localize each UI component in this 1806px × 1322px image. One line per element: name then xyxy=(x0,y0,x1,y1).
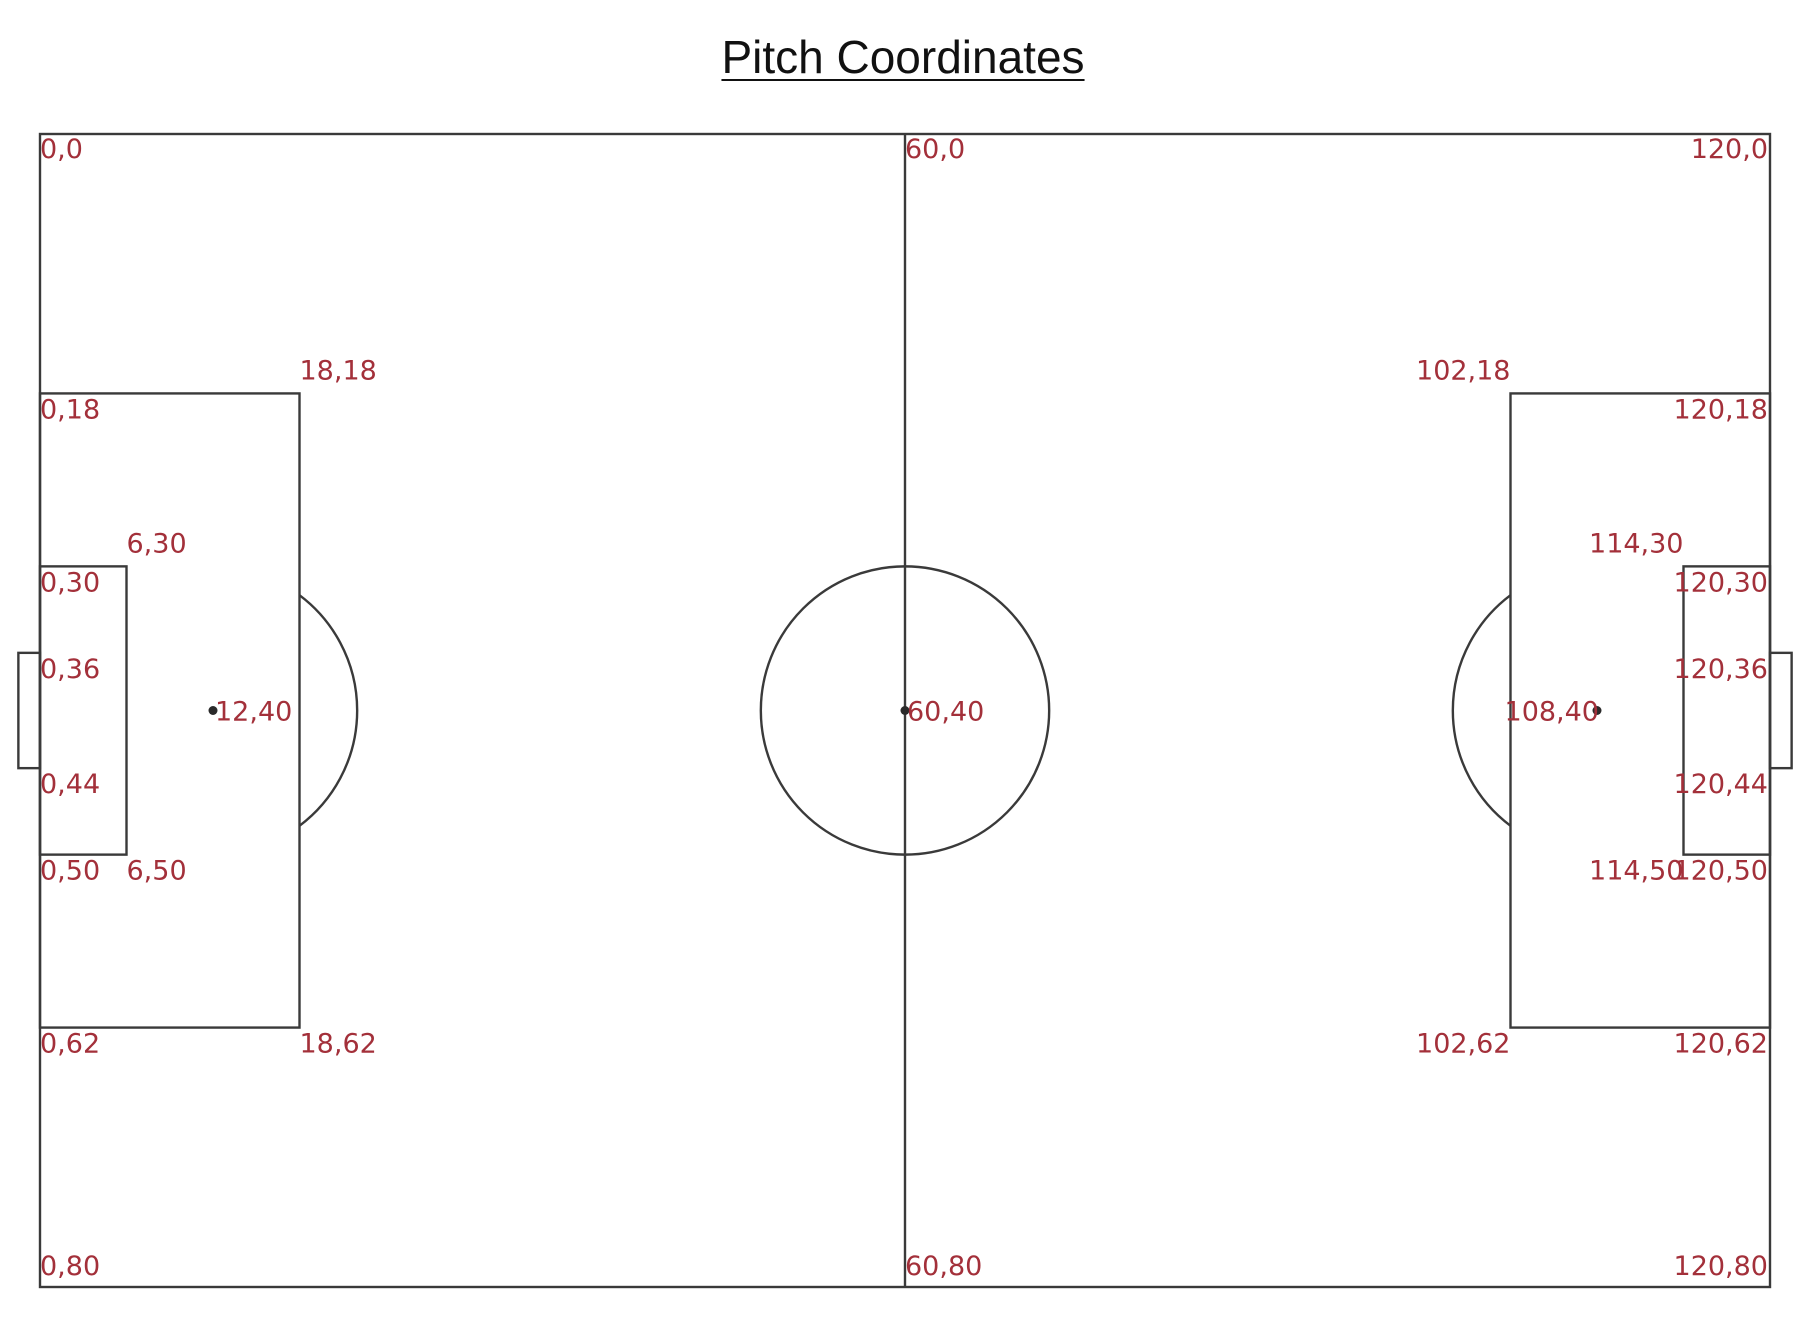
coordinate-labels: 0,0 60,0 120,0 18,18 0,18 102,18 120,18 6,30 0,3… xyxy=(40,134,1768,1282)
coordinate-label: 0,0 xyxy=(40,134,83,165)
coordinate-label: 108,40 xyxy=(1505,697,1599,728)
center-spot xyxy=(900,706,910,715)
right-goal xyxy=(1768,651,1793,770)
coordinate-label: 0,62 xyxy=(40,1029,100,1060)
coordinate-label: 0,80 xyxy=(40,1251,100,1282)
left-penalty-spot xyxy=(208,706,218,715)
coordinate-label: 102,62 xyxy=(1416,1029,1510,1060)
pitch-spots xyxy=(208,706,1602,715)
page-title: Pitch Coordinates xyxy=(721,31,1085,83)
coordinate-label: 18,18 xyxy=(300,355,377,386)
coordinate-label: 0,18 xyxy=(40,394,100,425)
right-penalty-spot xyxy=(1592,706,1602,715)
coordinate-label: 102,18 xyxy=(1416,355,1510,386)
coordinate-label: 60,80 xyxy=(905,1251,982,1282)
coordinate-label: 120,80 xyxy=(1674,1251,1768,1282)
coordinate-label: 120,18 xyxy=(1674,394,1768,425)
coordinate-label: 120,36 xyxy=(1674,654,1768,685)
coordinate-label: 120,50 xyxy=(1674,856,1768,887)
coordinate-label: 120,62 xyxy=(1674,1029,1768,1060)
coordinate-label: 0,30 xyxy=(40,567,100,598)
center-circle xyxy=(759,565,1051,856)
coordinate-label: 114,30 xyxy=(1589,528,1683,559)
coordinate-label: 0,44 xyxy=(40,769,100,800)
coordinate-label: 120,0 xyxy=(1691,134,1768,165)
coordinate-label: 114,50 xyxy=(1589,856,1683,887)
coordinate-label: 0,50 xyxy=(40,856,100,887)
coordinate-label: 18,62 xyxy=(300,1029,377,1060)
coordinate-label: 60,0 xyxy=(905,134,965,165)
coordinate-label: 6,30 xyxy=(127,528,187,559)
coordinate-label: 120,44 xyxy=(1674,769,1768,800)
coordinate-label: 0,36 xyxy=(40,654,100,685)
left-goal xyxy=(17,651,42,770)
left-penalty-arc xyxy=(298,594,359,827)
left-six-yard-box xyxy=(38,565,128,856)
right-six-yard-box xyxy=(1682,565,1772,856)
coordinate-label: 12,40 xyxy=(215,697,292,728)
right-penalty-arc xyxy=(1451,594,1512,827)
coordinate-label: 6,50 xyxy=(127,856,187,887)
pitch-lines xyxy=(17,132,1793,1289)
coordinate-label: 60,40 xyxy=(907,697,984,728)
coordinate-label: 120,30 xyxy=(1674,567,1768,598)
